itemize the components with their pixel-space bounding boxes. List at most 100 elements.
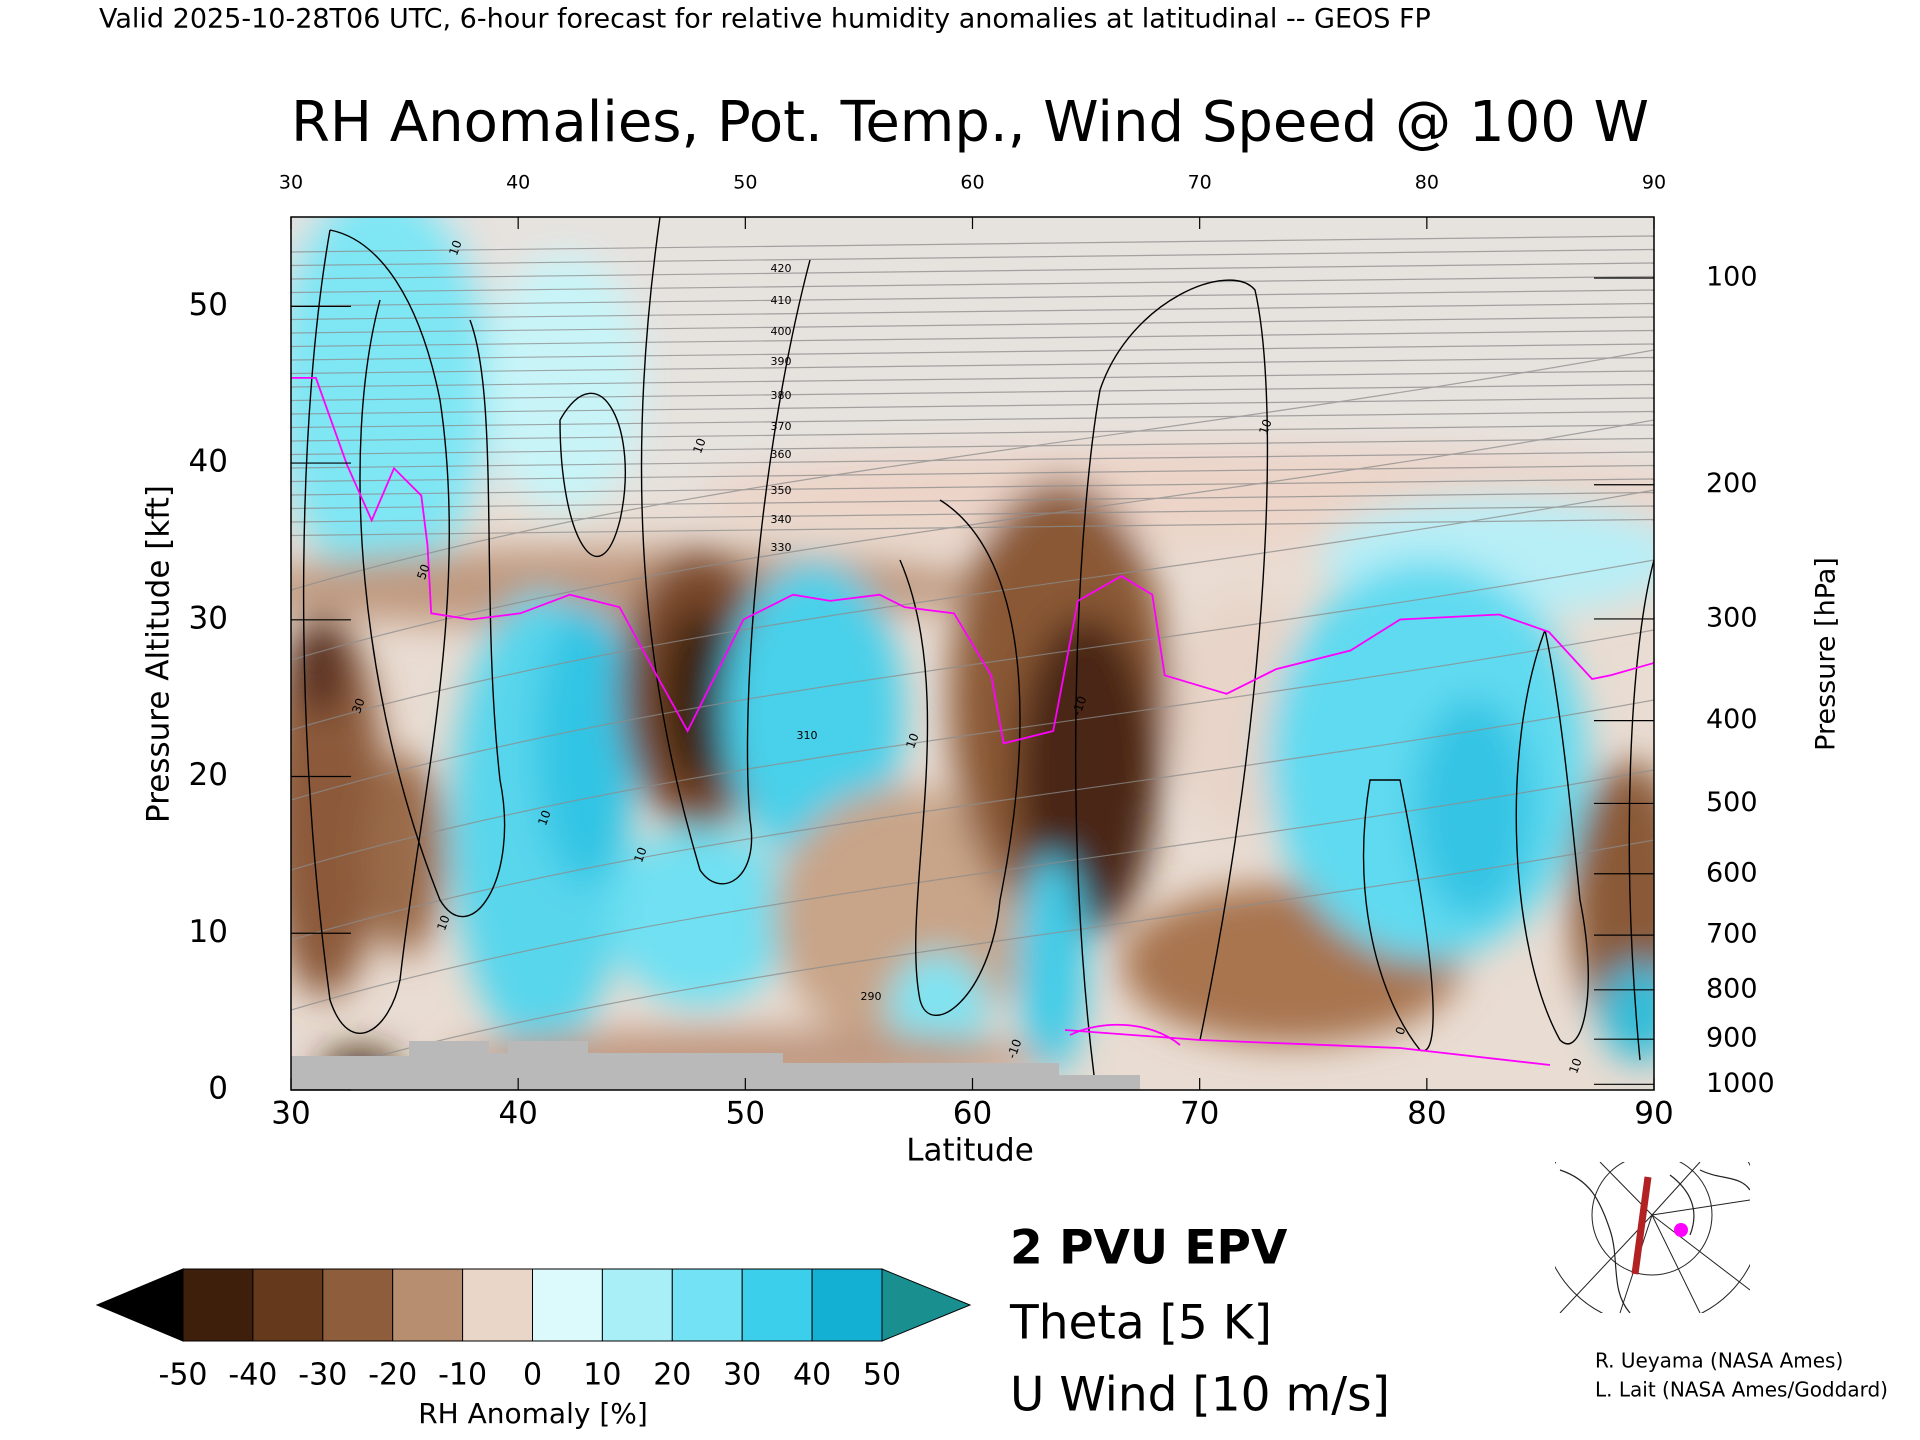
theta-line — [291, 419, 1654, 661]
wind-label: 10 — [434, 913, 452, 932]
wind-label: 0 — [1393, 1025, 1409, 1037]
credit: L. Lait (NASA Ames/Goddard) — [1595, 1378, 1888, 1402]
colorbar-tick-label: 10 — [583, 1358, 621, 1393]
colorbar-bin — [671, 1268, 743, 1342]
x-top-tick-label: 30 — [279, 172, 303, 194]
theta-label: 380 — [771, 389, 792, 402]
theta-line — [291, 424, 1654, 442]
wind-label: 10 — [631, 845, 649, 864]
theta-line — [291, 839, 1654, 1081]
wind-label: 10 — [1256, 417, 1274, 436]
theta-line — [291, 370, 1654, 388]
x-tick-label: 80 — [1407, 1096, 1446, 1132]
x-tick-label: 30 — [271, 1096, 310, 1132]
theta-label: 420 — [771, 262, 792, 275]
x-top-tick-label: 70 — [1188, 172, 1212, 194]
y-tick-label: 10 — [189, 914, 228, 950]
theta-label: 310 — [797, 729, 818, 742]
wind-label: 10 — [535, 808, 553, 827]
theta-line — [291, 397, 1654, 415]
colorbar-tick-label: -10 — [438, 1358, 487, 1393]
wind-label: 30 — [349, 696, 367, 715]
theta-line — [291, 356, 1654, 375]
theta-label: 330 — [771, 541, 792, 554]
pv-contour — [1064, 1023, 1551, 1066]
theta-label: 360 — [771, 448, 792, 461]
colorbar-bin — [811, 1268, 883, 1342]
colorbar-over — [881, 1268, 972, 1342]
theta-label: 400 — [771, 325, 792, 338]
colorbar-under — [95, 1268, 184, 1342]
x-tick-label: 40 — [498, 1096, 537, 1132]
y-tick-label: 0 — [208, 1071, 228, 1107]
x-top-tick-label: 60 — [960, 172, 984, 194]
legend-label: U Wind [10 m/s] — [1010, 1368, 1390, 1423]
chart-title: RH Anomalies, Pot. Temp., Wind Speed @ 1… — [291, 90, 1649, 155]
x-top-tick-label: 80 — [1415, 172, 1439, 194]
colorbar-tick-label: 30 — [723, 1358, 761, 1393]
colorbar-tick-label: -40 — [228, 1358, 277, 1393]
x-tick-label: 90 — [1634, 1096, 1673, 1132]
colorbar-tick-label: 0 — [523, 1358, 542, 1393]
colorbar-tick-label: 20 — [653, 1358, 691, 1393]
y-tick-label: 20 — [189, 757, 228, 793]
theta-line — [291, 699, 1654, 941]
wind-label: 10 — [903, 731, 921, 750]
theta-line — [291, 410, 1654, 429]
pv-contour — [291, 376, 1654, 745]
y2-tick-label: 900 — [1706, 1023, 1758, 1054]
y2-tick-label: 400 — [1706, 704, 1758, 735]
ground — [291, 1041, 1140, 1090]
colorbar-bin — [741, 1268, 813, 1342]
x-top-tick-label: 50 — [733, 172, 757, 194]
wind-label: 50 — [414, 562, 432, 581]
inset-map — [1555, 1162, 1750, 1313]
rh-field — [291, 217, 1654, 1090]
wind-label: -10 — [1070, 694, 1090, 717]
credit: R. Ueyama (NASA Ames) — [1595, 1349, 1843, 1373]
theta-label: 370 — [771, 420, 792, 433]
y2-tick-label: 700 — [1706, 919, 1758, 950]
theta-line — [291, 275, 1654, 294]
x-top-tick-label: 90 — [1642, 172, 1666, 194]
y-tick-label: 50 — [189, 287, 228, 323]
colorbar-title: RH Anomaly [%] — [418, 1397, 648, 1430]
theta-line — [291, 248, 1654, 267]
wind-label: 10 — [1566, 1056, 1584, 1075]
colorbar-tick-label: -30 — [298, 1358, 347, 1393]
theta-line — [291, 235, 1654, 253]
y2-tick-label: 600 — [1706, 857, 1758, 888]
theta-line — [291, 505, 1654, 523]
wind-label: 10 — [690, 436, 708, 455]
theta-line — [291, 262, 1654, 280]
colorbar-tick-label: 40 — [793, 1358, 831, 1393]
colorbar-bin — [392, 1268, 464, 1342]
colorbar-tick-label: -50 — [159, 1358, 208, 1393]
theta-line — [291, 289, 1654, 307]
theta-line — [291, 489, 1654, 731]
colorbar-bin — [601, 1268, 673, 1342]
legend-label: 2 PVU EPV — [1010, 1221, 1288, 1276]
x-tick-label: 70 — [1180, 1096, 1219, 1132]
x-tick-label: 50 — [726, 1096, 765, 1132]
y2-tick-label: 500 — [1706, 787, 1758, 818]
x-tick-label: 60 — [953, 1096, 992, 1132]
theta-label: 410 — [771, 294, 792, 307]
theta-label: 290 — [861, 990, 882, 1003]
colorbar-bin — [462, 1268, 534, 1342]
theta-label: 390 — [771, 355, 792, 368]
theta-line — [291, 464, 1654, 483]
colorbar-bin — [252, 1268, 324, 1342]
x-top-tick-label: 40 — [506, 172, 530, 194]
theta-line — [291, 559, 1654, 801]
theta-line — [291, 437, 1654, 456]
y2-tick-label: 100 — [1706, 261, 1758, 292]
wind-contours — [302, 217, 1654, 1076]
y2-tick-label: 800 — [1706, 973, 1758, 1004]
theta-label: 340 — [771, 513, 792, 526]
theta-line — [291, 629, 1654, 871]
colorbar-bin — [182, 1268, 254, 1342]
y2-tick-label: 300 — [1706, 602, 1758, 633]
header-title: Valid 2025-10-28T06 UTC, 6-hour forecast… — [99, 4, 1431, 35]
